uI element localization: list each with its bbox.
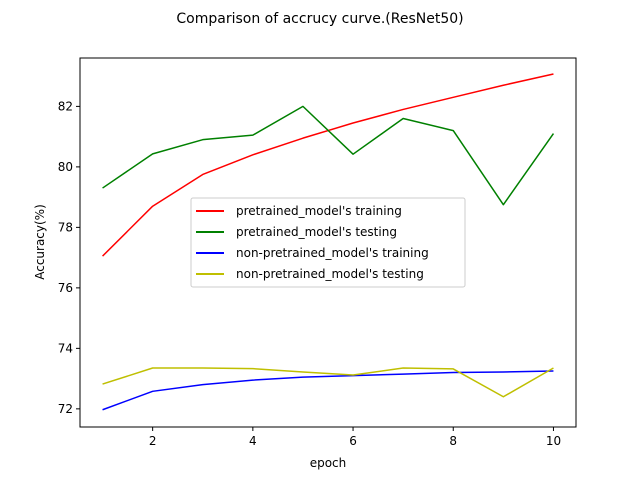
- legend-label-3: non-pretrained_model's training: [236, 246, 429, 260]
- y-tick-label: 82: [58, 99, 73, 113]
- x-tick-label: 4: [249, 434, 257, 448]
- series-line-3: [102, 370, 554, 411]
- y-tick-label: 72: [58, 402, 73, 416]
- x-tick-label: 6: [349, 434, 357, 448]
- y-axis: 72 74 76 78 80 82: [58, 99, 80, 416]
- legend-label-4: non-pretrained_model's testing: [236, 267, 424, 281]
- x-tick-label: 8: [449, 434, 457, 448]
- plot-frame: [79, 57, 577, 428]
- legend-box: [190, 197, 466, 288]
- series-line-4: [102, 367, 554, 398]
- legend: pretrained_model's training pretrained_mo…: [190, 197, 466, 288]
- x-axis: 2 4 6 8 10: [149, 427, 561, 448]
- x-tick-label: 10: [546, 434, 561, 448]
- legend-label-1: pretrained_model's training: [236, 204, 402, 218]
- legend-label-2: pretrained_model's testing: [236, 225, 397, 239]
- series-line-2: [102, 105, 555, 206]
- x-tick-label: 2: [149, 434, 157, 448]
- y-tick-label: 76: [58, 281, 73, 295]
- series-lines: [102, 73, 555, 411]
- chart-title: Comparison of accrucy curve.(ResNet50): [176, 11, 463, 27]
- y-tick-label: 74: [58, 341, 73, 355]
- y-tick-label: 80: [58, 160, 73, 174]
- y-axis-title: Accuracy(%): [33, 204, 47, 280]
- y-tick-label: 78: [58, 220, 73, 234]
- x-axis-title: epoch: [310, 456, 347, 470]
